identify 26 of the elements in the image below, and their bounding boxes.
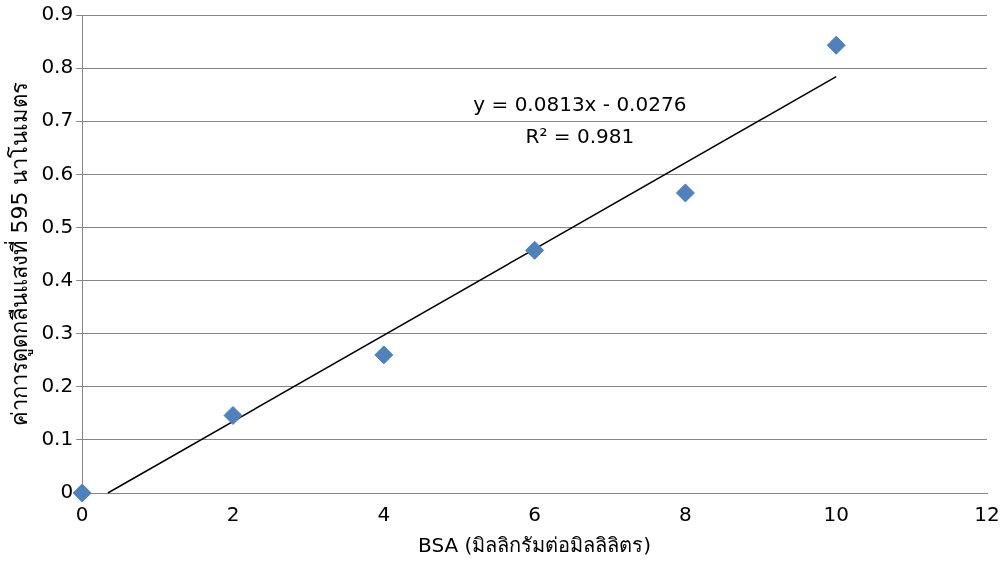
annotation: y = 0.0813x - 0.0276 (473, 92, 687, 117)
y-tick-label: 0.8 (41, 54, 74, 79)
x-tick-label: 6 (528, 502, 541, 527)
point (525, 240, 545, 260)
y-tick-label: 0 (60, 479, 74, 504)
x-tick-label: 8 (679, 502, 692, 527)
point (72, 483, 92, 503)
point (223, 405, 243, 425)
annotation: R² = 0.981 (525, 124, 635, 149)
x-tick-label: 2 (226, 502, 240, 527)
y-tick-label: 0.5 (41, 213, 74, 238)
point (826, 35, 846, 55)
y-tick-label: 0.1 (41, 426, 74, 451)
x-tick-label: 10 (823, 502, 849, 527)
x-tick-label: 4 (377, 502, 391, 527)
y-tick-label: 0.2 (41, 372, 74, 397)
y-tick-label: 0.7 (41, 107, 74, 132)
x-tick-label: 12 (974, 502, 1000, 527)
y-axis-title: ค่าการดูดกลืนแสงที่ 595 นาโนเมตร (3, 81, 33, 427)
point (675, 183, 695, 203)
point (374, 345, 394, 365)
y-tick-label: 0.4 (41, 266, 74, 291)
x-axis-title: BSA (มิลลิกรัมต่อมิลลิลิตร) (418, 533, 652, 558)
y-tick-label: 0.6 (41, 160, 74, 185)
y-tick-label: 0.9 (41, 1, 74, 26)
y-tick-label: 0.3 (41, 319, 74, 344)
